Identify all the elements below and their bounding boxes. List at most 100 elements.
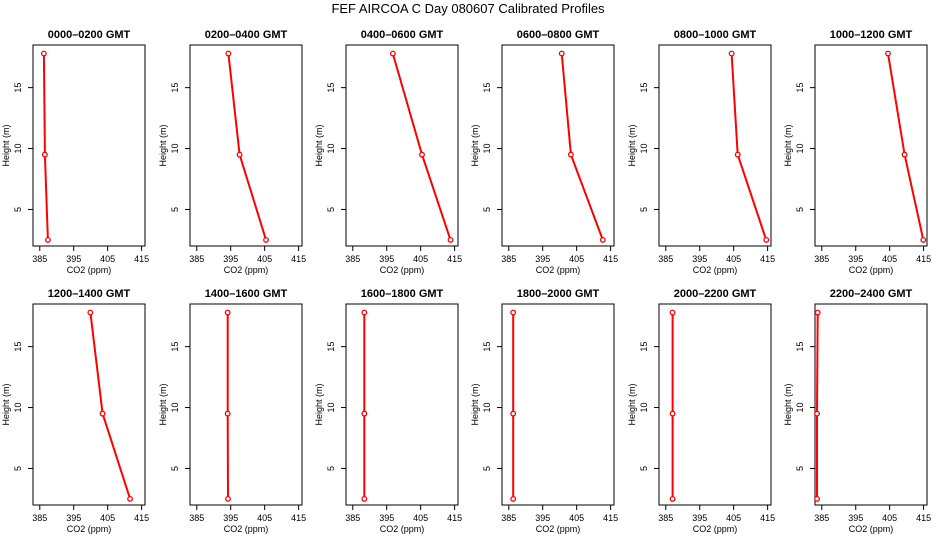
x-tick-label: 405 (257, 254, 272, 264)
plot-frame (345, 303, 459, 506)
panel-7: 1200–1400 GMT 385 395 405 415 CO2 (ppm) 5 10 15 H… (1, 288, 149, 534)
data-point (41, 151, 48, 158)
y-tick-label: 15 (170, 83, 180, 93)
data-point (728, 50, 735, 57)
x-tick-label: 395 (66, 254, 81, 264)
x-tick-label: 385 (658, 513, 673, 523)
panel-5: 0800–1000 GMT 385 395 405 415 CO2 (ppm) 5 10 15 H… (627, 29, 775, 275)
x-tick-label: 405 (100, 254, 115, 264)
profile-line (816, 312, 819, 499)
profile-line (227, 53, 267, 241)
data-point (99, 410, 106, 417)
y-axis-label: Height (m) (783, 124, 793, 166)
y-tick-label: 15 (795, 342, 805, 352)
x-tick-label: 395 (692, 513, 707, 523)
x-tick-label: 415 (134, 513, 149, 523)
panel-title: 1200–1400 GMT (48, 288, 131, 300)
x-tick-label: 415 (447, 513, 462, 523)
profile-line (89, 312, 132, 500)
y-tick-label: 15 (639, 342, 649, 352)
y-tick-label: 5 (13, 466, 23, 471)
x-tick-label: 405 (413, 254, 428, 264)
panel-title: 1600–1800 GMT (361, 288, 444, 300)
y-axis-label: Height (m) (470, 124, 480, 166)
x-tick-label: 405 (413, 513, 428, 523)
y-tick-label: 10 (639, 403, 649, 413)
y-tick-label: 5 (482, 466, 492, 471)
page-title: FEF AIRCOA C Day 080607 Calibrated Profi… (331, 1, 605, 16)
y-tick-label: 10 (639, 144, 649, 154)
y-tick-label: 10 (13, 403, 23, 413)
x-tick-label: 415 (916, 513, 931, 523)
data-point (763, 236, 770, 243)
x-tick-label: 395 (535, 513, 550, 523)
x-axis-label: CO2 (ppm) (67, 524, 112, 534)
y-tick-label: 5 (326, 207, 336, 212)
y-tick-label: 10 (482, 403, 492, 413)
x-tick-label: 415 (447, 254, 462, 264)
y-tick-label: 5 (326, 466, 336, 471)
plot-frame (32, 44, 146, 247)
plot-frame (189, 303, 303, 506)
panel-8: 1400–1600 GMT 385 395 405 415 CO2 (ppm) 5 10 15 H… (158, 288, 306, 534)
panel-title: 0800–1000 GMT (674, 29, 757, 41)
x-tick-label: 385 (501, 254, 516, 264)
data-point (127, 495, 134, 502)
plot-frame (345, 44, 459, 247)
y-tick-label: 15 (326, 83, 336, 93)
y-tick-label: 15 (482, 83, 492, 93)
panel-title: 1000–1200 GMT (830, 29, 913, 41)
y-tick-label: 10 (170, 144, 180, 154)
y-axis-label: Height (m) (1, 124, 11, 166)
data-point (236, 151, 243, 158)
y-tick-label: 10 (13, 144, 23, 154)
data-point (361, 309, 368, 316)
panel-11: 2000–2200 GMT 385 395 405 415 CO2 (ppm) 5 10 15 H… (627, 288, 775, 534)
y-axis-label: Height (m) (314, 124, 324, 166)
data-point (669, 410, 676, 417)
x-tick-label: 385 (814, 513, 829, 523)
x-tick-label: 385 (814, 254, 829, 264)
data-point (361, 495, 368, 502)
plot-frame (189, 44, 303, 247)
data-point (419, 151, 425, 158)
data-point (87, 309, 94, 316)
data-point (263, 236, 269, 243)
x-tick-label: 395 (848, 254, 863, 264)
y-tick-label: 10 (170, 403, 180, 413)
plot-frame (658, 44, 772, 247)
data-point (669, 495, 676, 502)
y-tick-label: 15 (482, 342, 492, 352)
data-point (447, 236, 454, 243)
panel-12: 2200–2400 GMT 385 395 405 415 CO2 (ppm) 5 10 15 H… (783, 288, 931, 534)
data-point (901, 151, 908, 158)
panel-3: 0400–0600 GMT 385 395 405 415 CO2 (ppm) 5 10 15 H… (314, 29, 462, 275)
data-point (734, 151, 741, 158)
x-axis-label: CO2 (ppm) (849, 265, 894, 275)
y-tick-label: 15 (13, 83, 23, 93)
data-point (225, 50, 232, 57)
data-point (814, 309, 821, 316)
panel-2: 0200–0400 GMT 385 395 405 415 CO2 (ppm) 5 10 15 H… (158, 29, 306, 275)
panel-title: 0000–0200 GMT (48, 29, 131, 41)
x-tick-label: 415 (603, 513, 618, 523)
x-axis-label: CO2 (ppm) (536, 265, 581, 275)
y-tick-label: 5 (795, 466, 805, 471)
y-tick-label: 10 (795, 403, 805, 413)
y-tick-label: 15 (170, 342, 180, 352)
x-tick-label: 415 (134, 254, 149, 264)
data-point (40, 50, 47, 57)
y-axis-label: Height (m) (627, 124, 637, 166)
data-point (669, 309, 676, 316)
profile-line (560, 53, 604, 241)
plot-frame (814, 44, 928, 247)
panel-title: 1800–2000 GMT (517, 288, 600, 300)
data-point (558, 50, 565, 57)
plot-frame (658, 303, 772, 506)
y-tick-label: 10 (795, 144, 805, 154)
plot-frame (32, 303, 146, 506)
y-axis-label: Height (m) (314, 383, 324, 425)
y-axis-label: Height (m) (783, 383, 793, 425)
x-axis-label: CO2 (ppm) (224, 265, 269, 275)
y-tick-label: 5 (13, 207, 23, 212)
